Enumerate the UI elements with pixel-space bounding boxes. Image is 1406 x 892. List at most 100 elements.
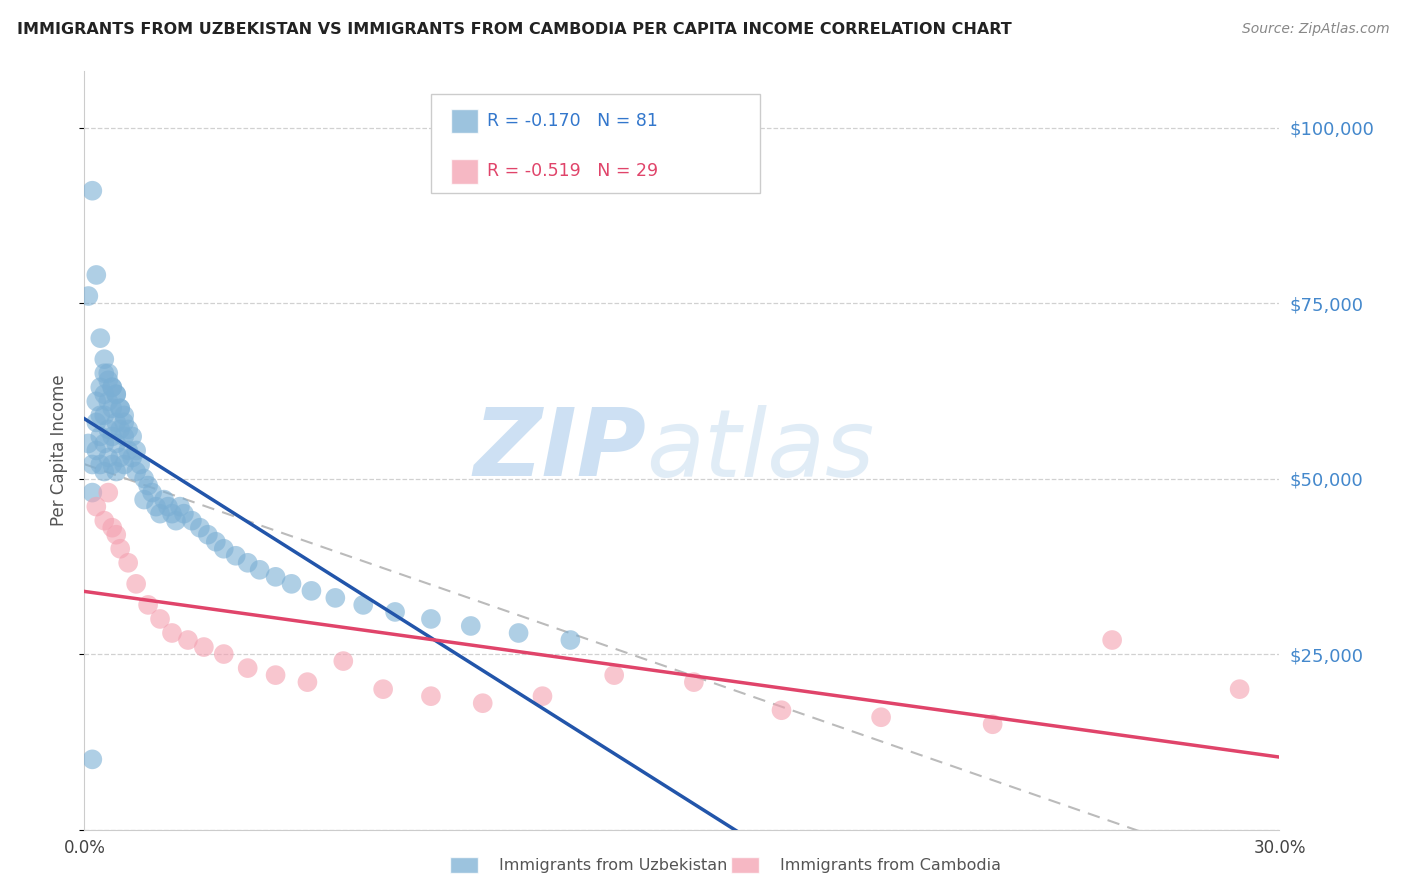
Point [1229, 682, 1251, 697]
Point [101, 380, 124, 394]
Point [264, 668, 287, 682]
Point [101, 521, 124, 535]
Point [173, 507, 195, 521]
Point [149, 612, 172, 626]
Point [603, 668, 626, 682]
Text: IMMIGRANTS FROM UZBEKISTAN VS IMMIGRANTS FROM CAMBODIA PER CAPITA INCOME CORRELA: IMMIGRANTS FROM UZBEKISTAN VS IMMIGRANTS… [17, 22, 1012, 37]
Point [105, 416, 128, 430]
Text: R = -0.170   N = 81: R = -0.170 N = 81 [486, 112, 658, 129]
Text: Immigrants from Cambodia: Immigrants from Cambodia [780, 858, 1001, 872]
Point [93, 514, 115, 528]
Point [264, 570, 287, 584]
Point [132, 471, 156, 485]
Point [236, 556, 259, 570]
Point [86, 500, 108, 514]
FancyBboxPatch shape [451, 109, 478, 133]
Point [97, 394, 120, 409]
Point [82, 458, 104, 472]
Point [531, 689, 554, 703]
Point [101, 458, 124, 472]
Point [93, 387, 115, 401]
Point [89, 380, 111, 394]
Point [160, 507, 183, 521]
Point [93, 436, 115, 450]
Text: atlas: atlas [647, 405, 875, 496]
Point [89, 331, 111, 345]
Point [770, 703, 793, 717]
Point [112, 458, 135, 472]
Point [110, 541, 132, 556]
Point [560, 633, 582, 648]
Point [125, 443, 148, 458]
Point [169, 500, 191, 514]
Point [136, 478, 159, 492]
Point [149, 507, 172, 521]
Point [301, 583, 323, 598]
Point [1101, 633, 1123, 648]
Point [93, 465, 115, 479]
Point [373, 682, 395, 697]
Point [105, 527, 128, 541]
Point [110, 450, 132, 465]
Point [105, 436, 128, 450]
Point [197, 527, 219, 541]
Point [101, 380, 124, 394]
Point [86, 268, 108, 282]
Point [121, 450, 143, 465]
Point [97, 366, 120, 380]
Point [136, 598, 159, 612]
Point [212, 541, 235, 556]
Point [86, 443, 108, 458]
Point [141, 485, 163, 500]
Point [77, 289, 100, 303]
FancyBboxPatch shape [432, 95, 759, 193]
Point [280, 577, 302, 591]
Point [160, 626, 183, 640]
Point [82, 184, 104, 198]
Point [82, 752, 104, 766]
Point [101, 401, 124, 416]
Y-axis label: Per Capita Income: Per Capita Income [51, 375, 69, 526]
Point [105, 387, 128, 401]
Point [82, 485, 104, 500]
Point [112, 409, 135, 423]
Point [420, 689, 443, 703]
Point [125, 465, 148, 479]
Point [89, 409, 111, 423]
Point [188, 521, 211, 535]
Point [508, 626, 530, 640]
Point [101, 429, 124, 443]
Point [93, 409, 115, 423]
Point [384, 605, 406, 619]
Point [129, 458, 152, 472]
Point [236, 661, 259, 675]
Point [93, 352, 115, 367]
FancyBboxPatch shape [451, 160, 478, 184]
Point [121, 429, 143, 443]
Point [86, 416, 108, 430]
Point [89, 429, 111, 443]
Point [110, 401, 132, 416]
Point [105, 465, 128, 479]
Point [212, 647, 235, 661]
Point [460, 619, 482, 633]
Text: ZIP: ZIP [474, 404, 647, 497]
Point [471, 696, 494, 710]
Point [112, 429, 135, 443]
Point [86, 394, 108, 409]
Point [153, 492, 176, 507]
Point [110, 422, 132, 436]
Text: R = -0.519   N = 29: R = -0.519 N = 29 [486, 162, 658, 180]
Point [117, 556, 139, 570]
Point [97, 450, 120, 465]
Point [145, 500, 167, 514]
Point [93, 366, 115, 380]
Point [181, 514, 204, 528]
Point [177, 633, 200, 648]
Point [77, 436, 100, 450]
Point [325, 591, 347, 605]
Point [420, 612, 443, 626]
Point [981, 717, 1004, 731]
Text: Immigrants from Uzbekistan: Immigrants from Uzbekistan [499, 858, 727, 872]
Point [683, 675, 706, 690]
